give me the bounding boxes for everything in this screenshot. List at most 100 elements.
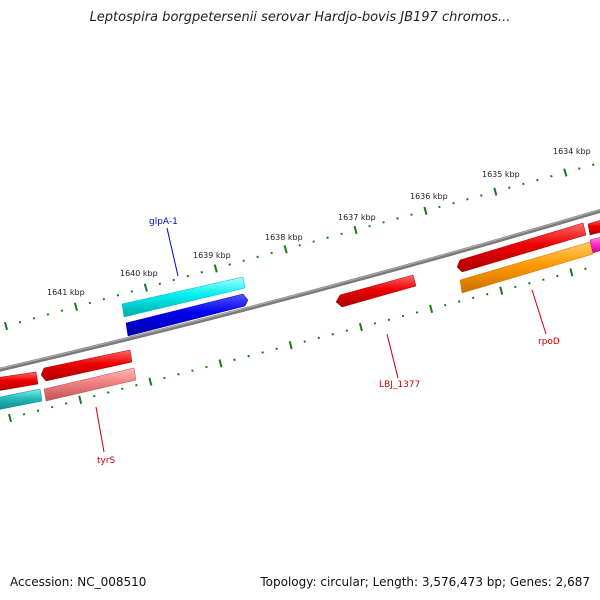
ruler-minor-tick bbox=[368, 224, 371, 228]
outer-ruler bbox=[3, 163, 595, 331]
ruler-minor-tick bbox=[331, 333, 335, 336]
ruler-minor-tick bbox=[578, 167, 581, 170]
callout-glpA-1 bbox=[166, 227, 179, 277]
ruler-minor-tick bbox=[247, 354, 250, 358]
ruler-minor-tick bbox=[480, 194, 483, 197]
ruler-minor-tick bbox=[233, 358, 236, 361]
gene-magenta-arrow[interactable] bbox=[589, 236, 600, 254]
ruler-minor-tick bbox=[542, 278, 545, 281]
gene-callout-lines bbox=[95, 227, 547, 453]
kbp-label-1638: 1638 kbp bbox=[265, 233, 303, 242]
ruler-minor-tick bbox=[228, 263, 231, 266]
accession-text: Accession: NC_008510 bbox=[10, 575, 147, 589]
gene-label-glpA-1[interactable]: glpA-1 bbox=[149, 217, 178, 227]
ruler-minor-tick bbox=[522, 182, 525, 186]
ruler-minor-tick bbox=[261, 351, 264, 354]
gene-label-LBJ_1377[interactable]: LBJ_1377 bbox=[379, 380, 420, 390]
second-row-genes bbox=[0, 236, 600, 410]
ruler-minor-tick bbox=[121, 387, 124, 391]
ruler-minor-tick bbox=[457, 300, 461, 303]
callout-rpoD bbox=[531, 289, 547, 335]
ruler-minor-tick bbox=[102, 297, 106, 301]
ruler-minor-tick bbox=[486, 293, 489, 296]
ruler-minor-tick bbox=[438, 205, 441, 209]
ruler-major-tick bbox=[213, 264, 218, 273]
ruler-minor-tick bbox=[60, 309, 64, 312]
ruler-minor-tick bbox=[326, 236, 329, 239]
ruler-minor-tick bbox=[64, 402, 68, 405]
ruler-minor-tick bbox=[107, 391, 110, 394]
ruler-minor-tick bbox=[163, 376, 166, 380]
ruler-major-tick bbox=[353, 225, 358, 235]
gene-label-tyrS[interactable]: tyrS bbox=[97, 456, 116, 466]
ruler-minor-tick bbox=[177, 373, 180, 376]
ruler-minor-tick bbox=[382, 221, 385, 224]
ruler-minor-tick bbox=[158, 282, 162, 286]
ruler-major-tick bbox=[499, 286, 504, 295]
gene-label-rpoD[interactable]: rpoD bbox=[538, 337, 560, 347]
gene-teal-arrow[interactable] bbox=[0, 388, 43, 410]
ruler-minor-tick bbox=[317, 336, 320, 340]
ruler-major-tick bbox=[78, 395, 83, 404]
ruler-minor-tick bbox=[345, 329, 349, 332]
ruler-minor-tick bbox=[452, 201, 455, 205]
callout-tyrS bbox=[95, 406, 105, 453]
ruler-major-tick bbox=[493, 187, 498, 196]
gene-red-right-2[interactable] bbox=[587, 219, 600, 236]
ruler-minor-tick bbox=[275, 347, 278, 351]
gene-glpA-1-arrow[interactable] bbox=[121, 276, 246, 318]
ruler-minor-tick bbox=[298, 244, 301, 247]
ruler-minor-tick bbox=[508, 186, 511, 190]
ruler-major-tick bbox=[283, 245, 288, 254]
ruler-minor-tick bbox=[556, 274, 559, 278]
ruler-minor-tick bbox=[584, 267, 587, 270]
ruler-minor-tick bbox=[471, 296, 475, 300]
ruler-minor-tick bbox=[550, 175, 553, 178]
gene-pink-arrow[interactable] bbox=[43, 367, 137, 402]
ruler-minor-tick bbox=[387, 318, 391, 321]
gene-LBJ_1377-arrow[interactable] bbox=[335, 274, 417, 308]
callout-LBJ_1377 bbox=[386, 333, 399, 379]
ruler-minor-tick bbox=[514, 285, 517, 289]
ruler-major-tick bbox=[358, 322, 363, 332]
ruler-minor-tick bbox=[32, 317, 36, 320]
ruler-minor-tick bbox=[172, 278, 176, 282]
ruler-minor-tick bbox=[205, 365, 208, 369]
ruler-minor-tick bbox=[186, 274, 189, 278]
ruler-minor-tick bbox=[373, 322, 377, 325]
ruler-minor-tick bbox=[36, 409, 40, 412]
gene-rpoD-arrow[interactable] bbox=[459, 241, 594, 294]
ruler-minor-tick bbox=[191, 369, 194, 372]
ruler-minor-tick bbox=[135, 384, 138, 387]
ruler-minor-tick bbox=[50, 405, 54, 409]
gene-blue-arrow[interactable] bbox=[125, 293, 249, 337]
ruler-minor-tick bbox=[536, 178, 539, 182]
kbp-label-1634: 1634 kbp bbox=[553, 147, 591, 156]
gene-red-left-1[interactable] bbox=[40, 349, 133, 382]
ruler-minor-tick bbox=[312, 240, 315, 243]
ruler-minor-tick bbox=[242, 259, 245, 263]
kbp-label-1640: 1640 kbp bbox=[120, 269, 158, 278]
ruler-major-tick bbox=[288, 341, 293, 350]
ruler-minor-tick bbox=[22, 413, 26, 416]
genome-stats-text: Topology: circular; Length: 3,576,473 bp… bbox=[260, 575, 590, 589]
ruler-major-tick bbox=[218, 359, 223, 368]
gene-labels: glpA-1 LBJ_1377 rpoD tyrS bbox=[97, 217, 560, 466]
ruler-minor-tick bbox=[46, 313, 50, 316]
ruler-minor-tick bbox=[256, 255, 259, 259]
gene-red-right-1[interactable] bbox=[456, 222, 587, 273]
ruler-minor-tick bbox=[130, 290, 134, 293]
kbp-label-1639: 1639 kbp bbox=[193, 251, 231, 260]
ruler-minor-tick bbox=[528, 282, 531, 285]
map-title: Leptospira borgpetersenii serovar Hardjo… bbox=[89, 10, 511, 25]
ruler-major-tick bbox=[563, 168, 568, 177]
ruler-minor-tick bbox=[415, 311, 419, 314]
ruler-minor-tick bbox=[88, 301, 92, 305]
ruler-major-tick bbox=[8, 413, 12, 423]
ruler-minor-tick bbox=[270, 251, 273, 255]
ruler-minor-tick bbox=[401, 314, 405, 318]
gene-red-left-2[interactable] bbox=[0, 371, 39, 391]
ruler-minor-tick bbox=[303, 340, 306, 343]
